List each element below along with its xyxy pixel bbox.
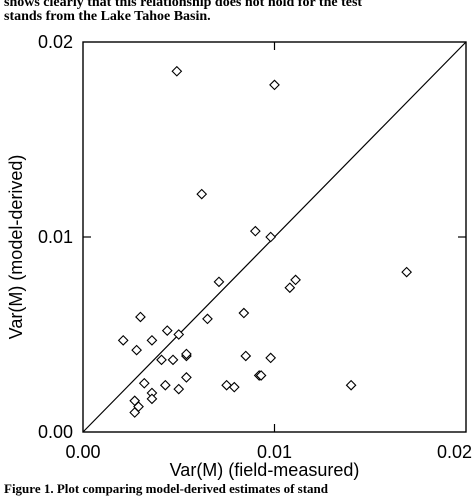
data-point: [171, 65, 183, 77]
data-point: [129, 407, 141, 418]
points-layer: [117, 65, 413, 418]
ticks-layer: 0.000.00 0.01 0.01 0.02 0.02: [38, 32, 472, 462]
data-point: [249, 225, 261, 237]
data-point: [135, 311, 146, 323]
data-point: [181, 372, 192, 383]
data-point: [345, 379, 357, 391]
y-tick-label: 0.00: [38, 422, 73, 442]
data-point: [196, 188, 208, 200]
data-point: [238, 307, 250, 319]
data-point: [173, 383, 185, 395]
text-line: shows clearly that this relationship doe…: [4, 0, 363, 10]
data-point: [228, 381, 240, 393]
data-point: [146, 334, 158, 346]
data-point: [173, 329, 185, 340]
y-tick-label: 0.02: [38, 32, 73, 52]
data-point: [161, 325, 173, 336]
data-point: [265, 352, 277, 364]
data-point: [221, 379, 233, 391]
data-point: [269, 79, 280, 91]
y-tick-label: 0.01: [38, 227, 73, 247]
data-point: [167, 354, 179, 366]
data-point: [202, 313, 213, 325]
data-point: [265, 231, 277, 243]
text-above-chart: shows clearly that this relationship doe…: [4, 0, 470, 24]
data-point: [181, 348, 192, 360]
data-point: [159, 379, 171, 391]
data-point: [138, 377, 150, 389]
data-point: [117, 334, 129, 346]
data-point: [290, 274, 301, 286]
data-point: [255, 370, 267, 381]
data-point: [156, 354, 167, 366]
data-point: [401, 266, 413, 278]
data-point: [240, 350, 252, 362]
data-point: [213, 276, 225, 288]
data-point: [131, 344, 142, 356]
x-tick-label: 0.00: [65, 442, 100, 462]
x-axis-label: Var(M) (field-measured): [170, 460, 360, 480]
data-point: [284, 282, 296, 294]
text-line: stands from the Lake Tahoe Basin.: [4, 9, 211, 24]
data-point: [146, 393, 158, 405]
figure-caption: Figure 1. Plot comparing model-derived e…: [4, 481, 328, 496]
x-tick-label: 0.02: [437, 442, 472, 462]
y-axis-label: Var(M) (model-derived): [6, 155, 26, 340]
x-tick-label: 0.01: [257, 442, 292, 462]
